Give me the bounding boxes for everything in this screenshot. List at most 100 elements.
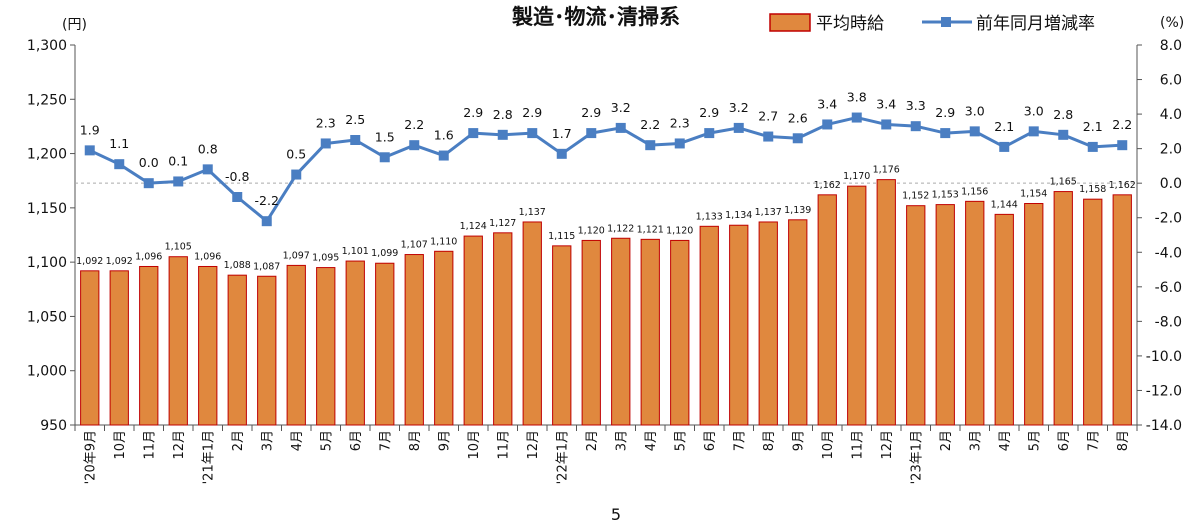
bar: [611, 237, 631, 426]
line-point: [527, 128, 538, 139]
x-tick-label: 5月: [319, 430, 334, 451]
bar: [1053, 191, 1073, 426]
bar-value-label: 1,122: [607, 223, 634, 234]
line-value-label: 3.8: [847, 90, 867, 105]
x-tick-label: 7月: [1086, 430, 1101, 451]
bar: [965, 200, 985, 426]
line-value-label: 0.0: [139, 155, 159, 170]
line-point: [763, 131, 774, 142]
legend-bar-swatch: [769, 13, 811, 32]
line-value-label: 2.9: [581, 105, 601, 120]
line-point: [999, 141, 1010, 152]
line-point: [143, 178, 154, 189]
bar-value-label: 1,101: [342, 246, 369, 257]
x-tick-label: 3月: [968, 430, 983, 451]
line-value-label: 3.4: [817, 96, 837, 111]
right-tick-label: 8.0: [1160, 38, 1182, 54]
line-value-label: 0.5: [286, 147, 306, 162]
bar-value-label: 1,170: [843, 171, 870, 182]
bar: [788, 219, 808, 426]
legend-line-label: 前年同月増減率: [976, 14, 1095, 34]
bar: [375, 262, 395, 426]
bar-value-label: 1,165: [1050, 177, 1077, 188]
bar-value-label: 1,092: [76, 256, 103, 267]
line-point: [851, 112, 862, 123]
line-point: [645, 140, 656, 151]
bar: [198, 265, 218, 426]
bar: [935, 204, 955, 426]
line-value-label: 0.8: [198, 141, 218, 156]
bar-value-label: 1,105: [165, 242, 192, 253]
bar-value-label: 1,095: [312, 253, 339, 264]
line-value-label: 2.9: [935, 105, 955, 120]
bar: [257, 275, 277, 426]
bar-value-label: 1,120: [666, 225, 693, 236]
bar-value-label: 1,124: [460, 221, 487, 232]
line-value-label: 3.2: [611, 100, 631, 115]
x-tick-label: 6月: [1057, 430, 1072, 451]
line-value-label: 2.8: [1053, 107, 1073, 122]
line-value-label: -2.2: [255, 193, 279, 208]
line-value-label: 2.2: [640, 117, 660, 132]
line-point: [704, 128, 715, 139]
x-tick-label: 6月: [349, 430, 364, 451]
right-tick-label: 6.0: [1160, 73, 1182, 89]
bar: [434, 250, 454, 426]
line-point: [438, 150, 449, 161]
left-tick-label: 1,200: [27, 147, 67, 163]
x-tick-label: 8月: [1116, 430, 1131, 451]
bar-value-label: 1,099: [371, 248, 398, 259]
bar: [1083, 198, 1103, 426]
bar-value-label: 1,162: [1109, 180, 1136, 191]
bar-value-label: 1,120: [578, 225, 605, 236]
line-value-label: 3.2: [729, 100, 749, 115]
line-value-label: 2.2: [1112, 117, 1132, 132]
bar: [1024, 203, 1044, 426]
bar-value-label: 1,144: [991, 199, 1018, 210]
x-tick-label: 11月: [850, 430, 865, 460]
line-value-label: 1.1: [109, 136, 129, 151]
line-point: [84, 145, 95, 156]
bar-value-label: 1,110: [430, 236, 457, 247]
bar: [286, 264, 306, 426]
bar-value-label: 1,153: [932, 190, 959, 201]
line-point: [232, 192, 243, 202]
left-tick-label: 1,000: [27, 364, 67, 380]
x-tick-label: 12月: [526, 430, 541, 460]
bar: [670, 239, 690, 426]
x-tick-label: 10月: [821, 430, 836, 460]
bar: [699, 225, 719, 426]
bar: [80, 270, 100, 426]
line-point: [468, 128, 479, 139]
left-tick-label: 1,250: [27, 92, 67, 108]
x-tick-label: 11月: [496, 430, 511, 460]
line-value-label: 1.7: [552, 126, 572, 141]
left-axis-unit: (円): [62, 17, 87, 33]
line-point: [1058, 129, 1069, 140]
legend: 平均時給 前年同月増減率: [769, 13, 1095, 34]
line-point: [261, 216, 272, 227]
x-tick-label: 2月: [585, 430, 600, 451]
x-tick-label: 6月: [703, 430, 718, 451]
line-value-label: 1.9: [80, 122, 100, 137]
bar-value-label: 1,154: [1020, 189, 1047, 200]
line-point: [1087, 141, 1098, 152]
line-point: [940, 128, 951, 139]
bar-value-label: 1,096: [135, 251, 162, 262]
x-tick-label: 4月: [644, 430, 659, 451]
x-tick-label: 9月: [791, 430, 806, 451]
line-point: [586, 128, 597, 139]
bar-value-label: 1,087: [253, 261, 280, 272]
bar-value-label: 1,096: [194, 251, 221, 262]
bar: [906, 205, 926, 426]
x-tick-label: 12月: [172, 430, 187, 460]
x-tick-label: 8月: [762, 430, 777, 451]
bar-value-label: 1,156: [961, 186, 988, 197]
bar-value-label: 1,137: [519, 207, 546, 218]
line-point: [733, 122, 744, 133]
line-value-label: 2.7: [758, 109, 778, 124]
left-tick-label: 1,150: [27, 201, 67, 217]
bar-value-label: 1,134: [725, 210, 752, 221]
bar: [227, 274, 247, 426]
